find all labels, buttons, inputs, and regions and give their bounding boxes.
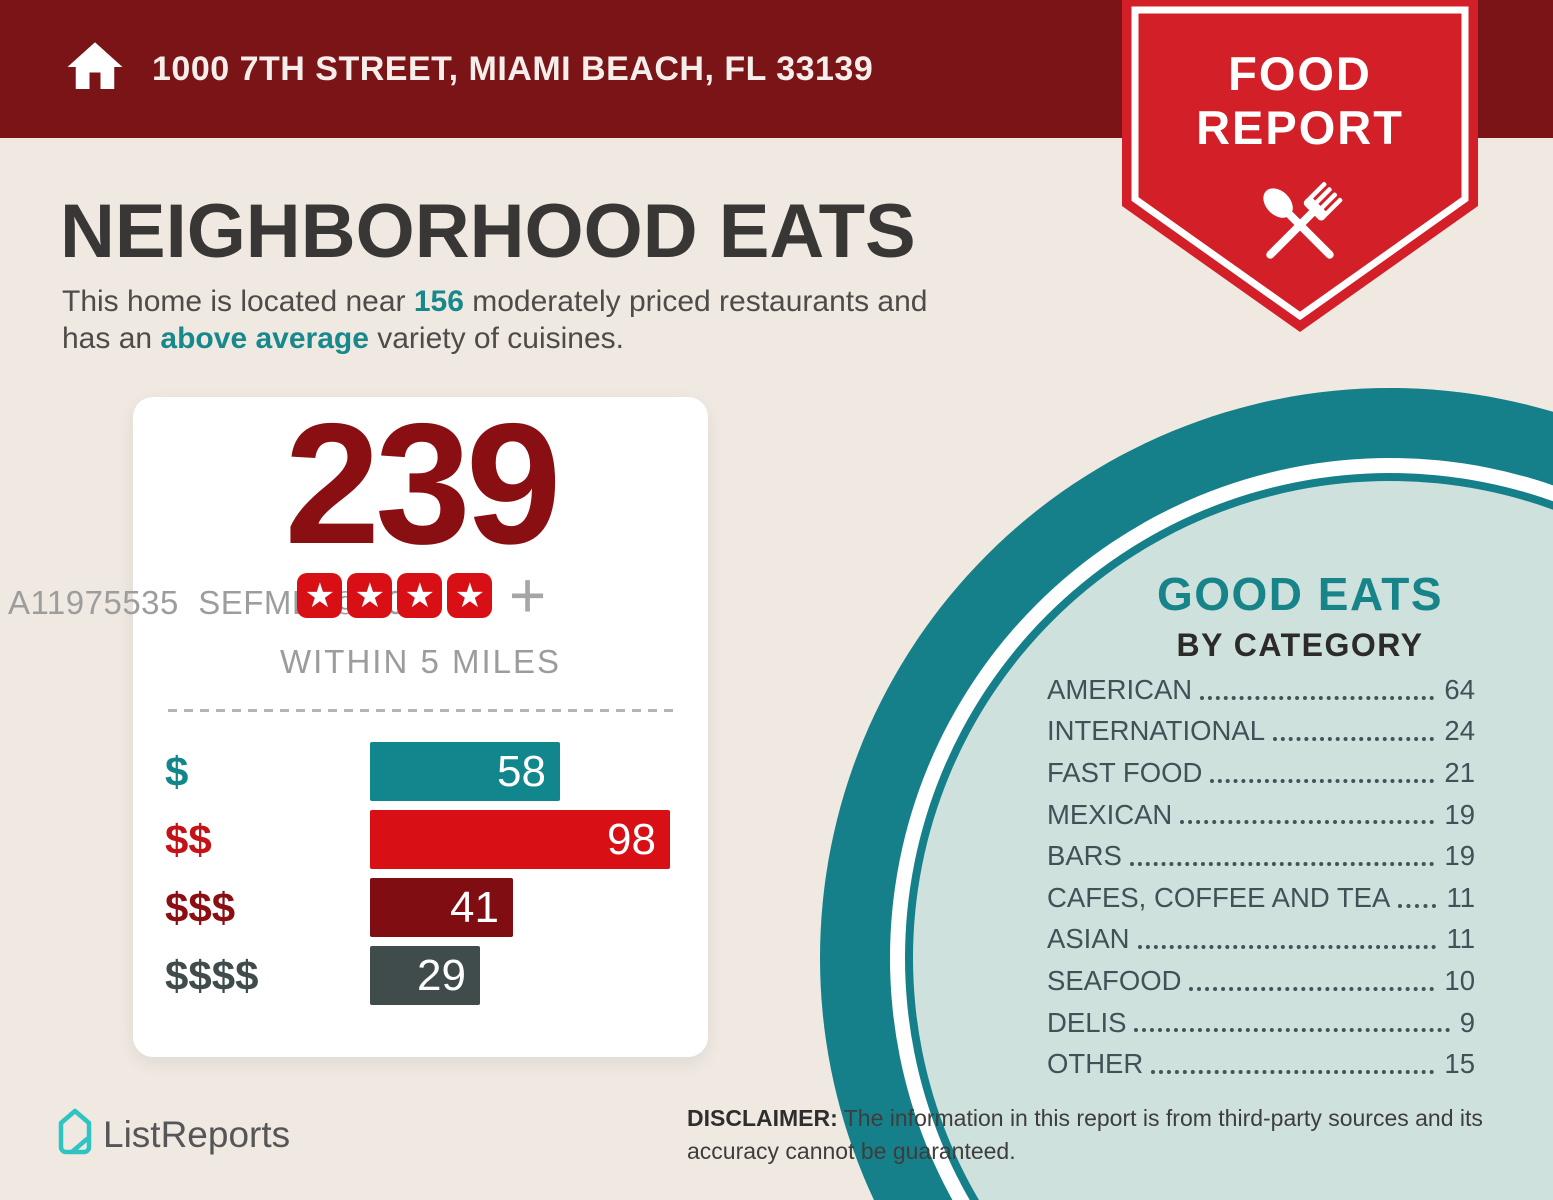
price-tier-label: $$: [165, 815, 212, 863]
bar-row-price2: $$ 98: [165, 810, 708, 869]
radius-label: WITHIN 5 MILES: [279, 643, 562, 680]
category-count: 11: [1446, 923, 1475, 955]
price-tier-bar-chart: $ 58 $$ 98 $$$ 41 $$$$ 29: [133, 742, 708, 1014]
category-label: DELIS: [1047, 1006, 1127, 1038]
ribbon-label-food: FOOD: [1228, 47, 1372, 100]
listreports-brand: ListReports: [58, 1108, 290, 1161]
category-count: 19: [1444, 798, 1475, 830]
category-count: 15: [1444, 1048, 1475, 1080]
bar-value: 58: [497, 747, 546, 796]
category-row: INTERNATIONAL 24: [1047, 711, 1475, 753]
dotted-leader: [1129, 861, 1435, 866]
total-restaurants-count: 239: [284, 388, 562, 580]
star-icon: ★: [447, 573, 493, 618]
dotted-leader: [1273, 737, 1435, 742]
disclaimer-text: DISCLAIMER: The information in this repo…: [687, 1102, 1502, 1167]
dotted-leader: [1398, 903, 1437, 908]
intro-text: This home is located near 156 moderately…: [62, 283, 928, 357]
price-bar: 41: [370, 878, 513, 937]
bar-row-price3: $$$ 41: [165, 878, 708, 937]
category-row: MEXICAN 19: [1047, 794, 1475, 836]
bar-value: 29: [417, 951, 466, 1000]
bar-value: 41: [450, 883, 499, 932]
category-count: 64: [1444, 673, 1475, 705]
bar-row-price4: $$$$ 29: [165, 946, 708, 1005]
dotted-leader: [1200, 695, 1435, 700]
price-tier-label: $$$$: [165, 951, 259, 999]
bar-track: 58: [370, 742, 708, 801]
category-count: 10: [1444, 964, 1475, 996]
price-tier-label: $$$: [165, 883, 236, 931]
intro-line1: This home is located near 156 moderately…: [62, 285, 928, 318]
category-count: 24: [1444, 715, 1475, 747]
intro-line2: has an above average variety of cuisines…: [62, 322, 624, 355]
category-label: MEXICAN: [1047, 798, 1173, 830]
bar-row-price1: $ 58: [165, 742, 708, 801]
category-count: 9: [1459, 1006, 1475, 1038]
bar-track: 98: [370, 810, 708, 869]
disclaimer-line2: accuracy cannot be guaranteed.: [687, 1137, 1016, 1164]
good-eats-header: GOOD EATS BY CATEGORY: [1090, 567, 1510, 664]
home-icon: [62, 34, 128, 105]
category-row: DELIS 9: [1047, 1002, 1475, 1044]
variety-highlight: above average: [160, 322, 369, 355]
listreports-brand-name: ListReports: [103, 1113, 291, 1155]
bar-track: 41: [370, 878, 708, 937]
category-row: AMERICAN 64: [1047, 669, 1475, 711]
good-eats-title: GOOD EATS: [1156, 568, 1444, 620]
star-icon: ★: [397, 573, 443, 618]
category-label: AMERICAN: [1047, 673, 1193, 705]
food-report-ribbon: FOOD REPORT: [1118, 0, 1482, 345]
good-eats-subtitle: BY CATEGORY: [1176, 627, 1424, 663]
dotted-leader: [1189, 986, 1435, 991]
restaurant-stats-card: 239 ★ ★ ★ ★ + WITHIN 5 MILES $ 58 $$ 98 $$$: [133, 397, 708, 1057]
category-label: FAST FOOD: [1047, 756, 1203, 788]
category-label: ASIAN: [1047, 923, 1130, 955]
dashed-divider: [168, 709, 673, 712]
dotted-leader: [1210, 778, 1435, 783]
category-row: SEAFOOD 10: [1047, 960, 1475, 1002]
bar-value: 98: [607, 815, 656, 864]
dotted-leader: [1137, 945, 1437, 950]
price-bar: 58: [370, 742, 560, 801]
price-bar: 98: [370, 810, 670, 869]
dotted-leader: [1134, 1028, 1450, 1033]
category-count: 11: [1446, 881, 1475, 913]
dotted-leader: [1151, 1069, 1435, 1074]
restaurant-count-highlight: 156: [413, 285, 464, 318]
plus-icon: +: [508, 559, 547, 631]
bar-track: 29: [370, 946, 708, 1005]
category-label: SEAFOOD: [1047, 964, 1182, 996]
category-row: BARS 19: [1047, 835, 1475, 877]
dotted-leader: [1180, 820, 1435, 825]
category-count: 19: [1444, 840, 1475, 872]
ribbon-label-report: REPORT: [1196, 101, 1404, 154]
price-tier-label: $: [165, 747, 189, 795]
category-label: BARS: [1047, 840, 1122, 872]
category-list: AMERICAN 64 INTERNATIONAL 24 FAST FOOD 21 M…: [1047, 669, 1475, 1085]
category-label: INTERNATIONAL: [1047, 715, 1265, 747]
spoon-fork-icon: [1263, 181, 1343, 259]
property-address: 1000 7TH STREET, MIAMI BEACH, FL 33139: [152, 50, 874, 88]
page-title: NEIGHBORHOOD EATS: [60, 189, 916, 274]
category-count: 21: [1444, 756, 1475, 788]
category-row: FAST FOOD 21: [1047, 752, 1475, 794]
category-label: OTHER: [1047, 1048, 1144, 1080]
category-row: OTHER 15: [1047, 1043, 1475, 1085]
star-rating: ★ ★ ★ ★ +: [133, 559, 708, 631]
category-label: CAFES, COFFEE AND TEA: [1047, 881, 1391, 913]
price-bar: 29: [370, 946, 480, 1005]
listreports-logo-icon: [58, 1108, 92, 1161]
star-icon: ★: [347, 573, 393, 618]
category-row: CAFES, COFFEE AND TEA 11: [1047, 877, 1475, 919]
star-icon: ★: [297, 573, 343, 618]
disclaimer-label: DISCLAIMER:: [687, 1105, 838, 1131]
category-row: ASIAN 11: [1047, 919, 1475, 961]
disclaimer-line1: DISCLAIMER: The information in this repo…: [687, 1105, 1483, 1131]
